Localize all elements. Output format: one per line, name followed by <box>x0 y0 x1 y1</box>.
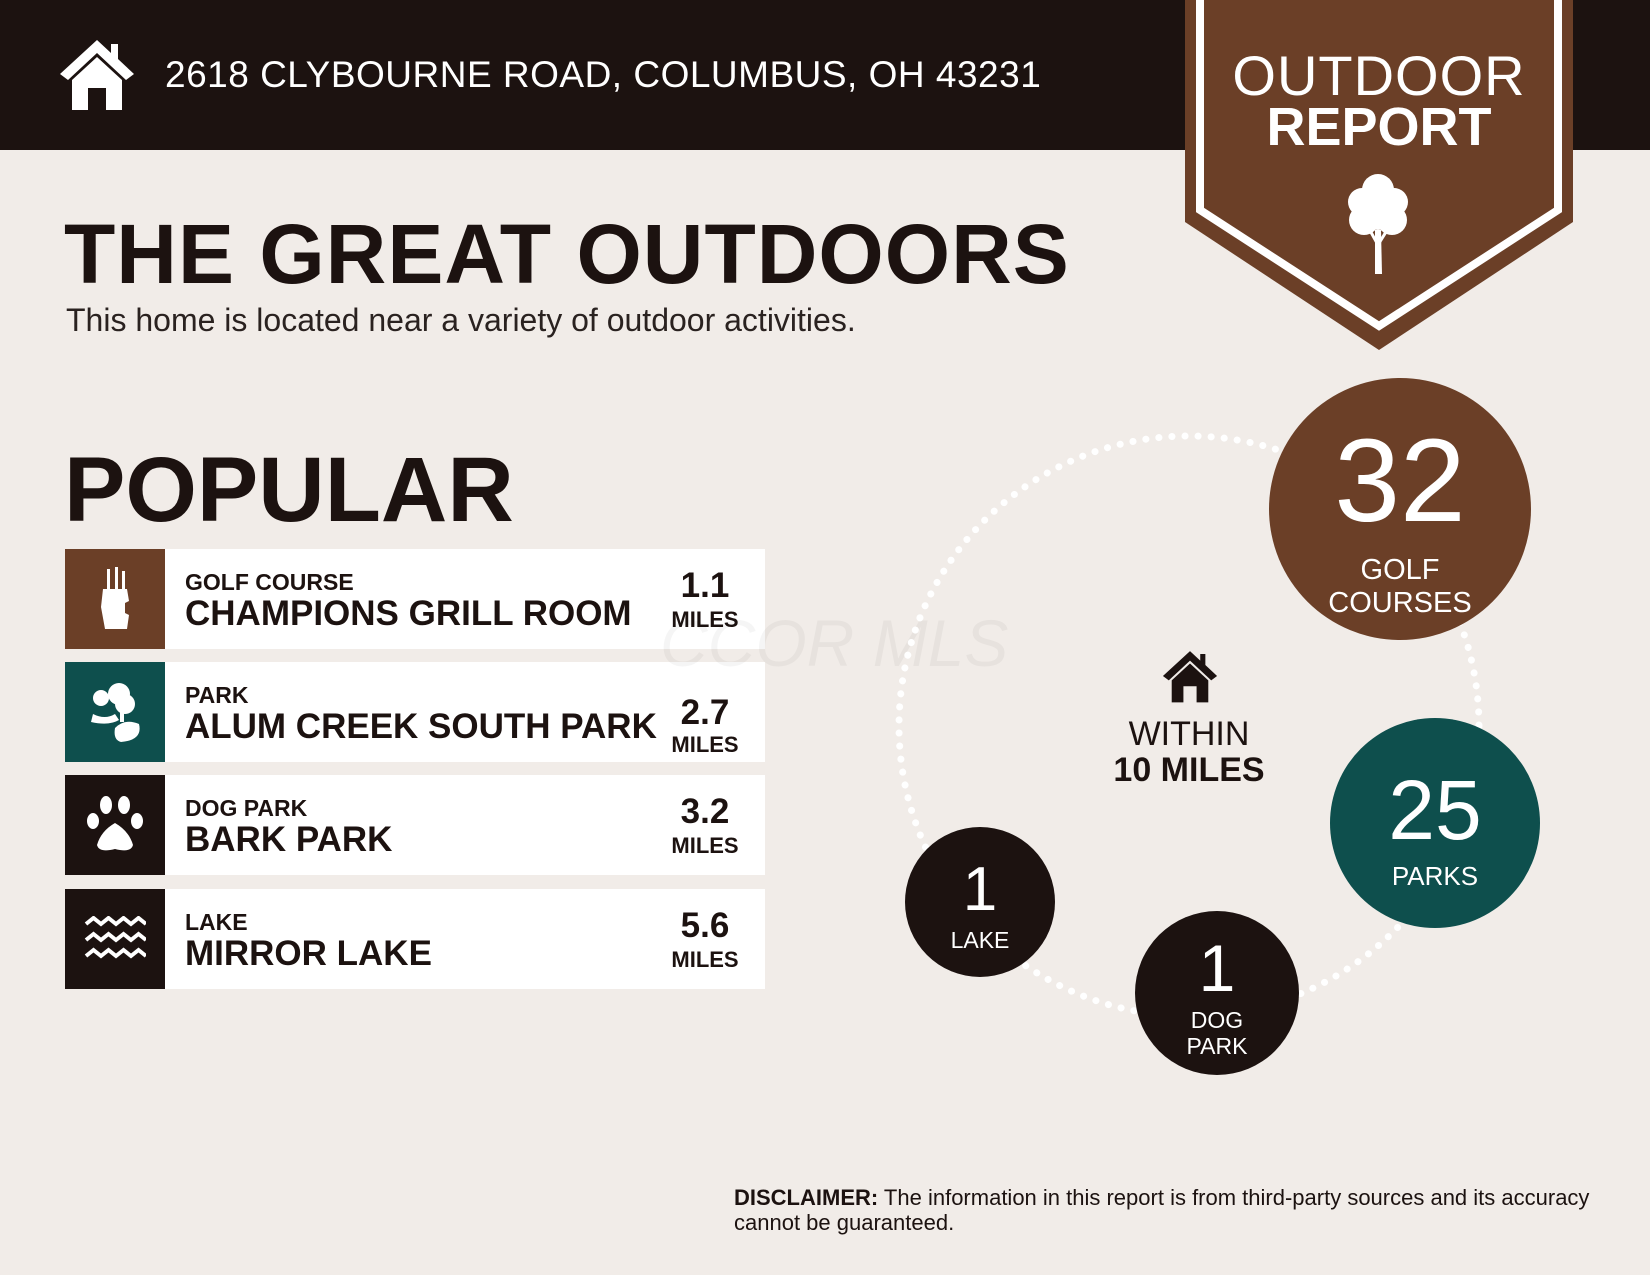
dog-park-count: 1 <box>1198 931 1236 1005</box>
item-category: LAKE <box>185 909 248 935</box>
list-item-park: PARK ALUM CREEK SOUTH PARK 2.7 MILES <box>65 662 765 762</box>
home-icon <box>60 40 134 110</box>
item-distance-unit: MILES <box>671 947 739 972</box>
golf-count-circle: 32 GOLF COURSES <box>1269 378 1531 640</box>
item-distance-unit: MILES <box>671 607 739 632</box>
item-distance-unit: MILES <box>671 833 739 858</box>
list-item-golf: GOLF COURSE CHAMPIONS GRILL ROOM 1.1 MIL… <box>65 549 765 649</box>
parks-count: 25 <box>1388 763 1482 857</box>
page-title: THE GREAT OUTDOORS <box>64 207 1070 301</box>
golf-bag-icon <box>65 549 165 649</box>
within-line2: 10 MILES <box>1113 751 1265 789</box>
golf-count: 32 <box>1334 415 1466 547</box>
parks-count-circle: 25 PARKS <box>1330 718 1540 928</box>
park-trees-icon <box>65 662 165 762</box>
item-distance: 5.6 <box>680 906 730 945</box>
golf-label1: GOLF <box>1360 554 1440 586</box>
dog-park-count-circle: 1 DOG PARK <box>1135 911 1299 1075</box>
parks-label: PARKS <box>1391 861 1479 891</box>
item-distance-unit: MILES <box>671 732 739 757</box>
lake-label: LAKE <box>950 927 1010 953</box>
item-name: BARK PARK <box>185 820 393 859</box>
item-distance: 1.1 <box>680 566 730 605</box>
item-name: MIRROR LAKE <box>185 934 432 973</box>
item-distance: 3.2 <box>680 792 730 831</box>
lake-count: 1 <box>962 855 998 924</box>
item-category: GOLF COURSE <box>185 569 354 595</box>
list-item-dog-park: DOG PARK BARK PARK 3.2 MILES <box>65 775 765 875</box>
dog-park-label2: PARK <box>1186 1033 1248 1060</box>
paw-icon <box>65 775 165 875</box>
within-line1: WITHIN <box>1128 715 1250 753</box>
disclaimer-text: The information in this report is from t… <box>734 1185 1590 1235</box>
within-label: WITHIN 10 MILES <box>1089 716 1289 788</box>
popular-heading: POPULAR <box>64 439 514 541</box>
list-item-lake: LAKE MIRROR LAKE 5.6 MILES <box>65 889 765 989</box>
item-name: ALUM CREEK SOUTH PARK <box>185 707 657 746</box>
dog-park-label1: DOG <box>1190 1007 1244 1033</box>
property-address: 2618 CLYBOURNE ROAD, COLUMBUS, OH 43231 <box>165 54 1042 95</box>
disclaimer: DISCLAIMER: The information in this repo… <box>734 1185 1594 1235</box>
waves-icon <box>65 889 165 989</box>
item-name: CHAMPIONS GRILL ROOM <box>185 594 632 633</box>
page-subtitle: This home is located near a variety of o… <box>66 302 856 338</box>
golf-label2: COURSES <box>1328 587 1472 620</box>
item-distance: 2.7 <box>680 693 730 732</box>
tree-icon <box>1348 174 1408 274</box>
item-category: PARK <box>185 682 249 708</box>
item-category: DOG PARK <box>185 795 308 821</box>
disclaimer-label: DISCLAIMER: <box>734 1185 879 1210</box>
watermark: CCOR MLS <box>660 605 1008 681</box>
home-icon <box>1162 651 1218 703</box>
badge-title-line2: REPORT <box>1266 97 1492 157</box>
lake-count-circle: 1 LAKE <box>905 827 1055 977</box>
badge-title-line1: OUTDOOR <box>1232 44 1526 107</box>
